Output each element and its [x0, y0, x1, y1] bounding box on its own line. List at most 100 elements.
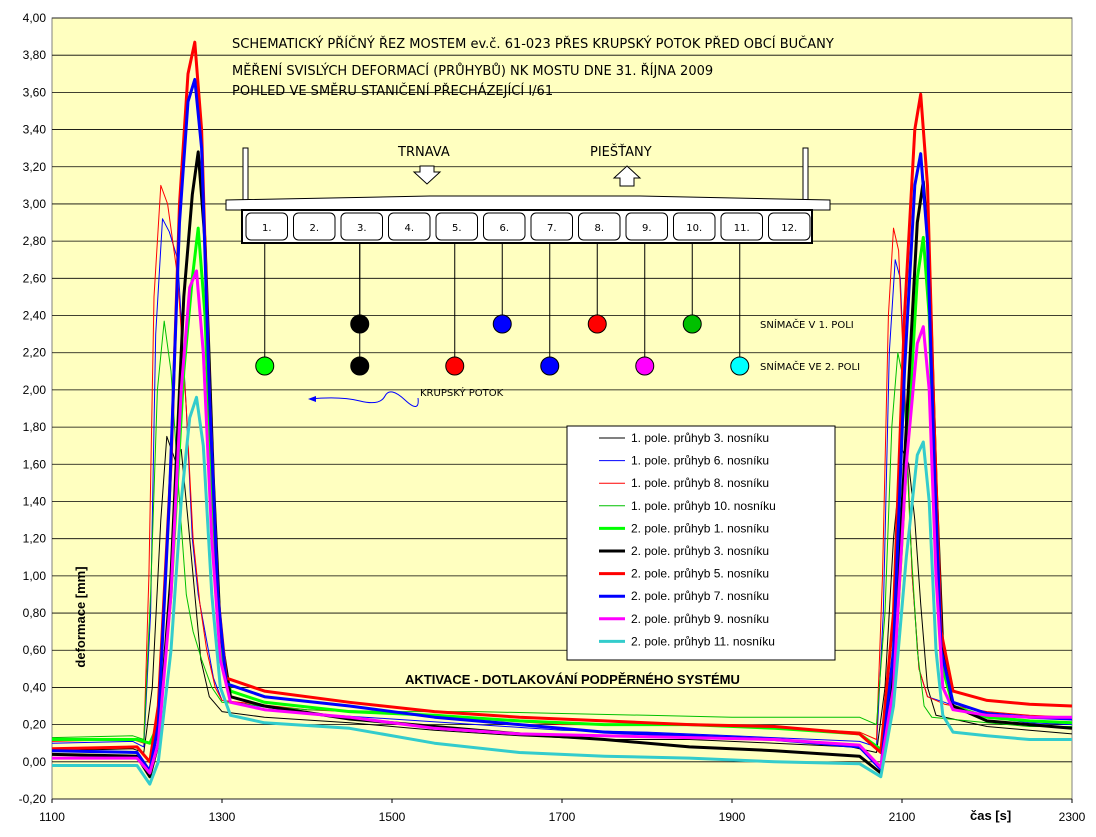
girder-label-6: 6. [499, 223, 509, 234]
legend-entry-4: 1. pole. průhyb 10. nosníku [631, 499, 776, 513]
y-tick-label: 0,60 [23, 643, 47, 657]
sensor-row1-6 [492, 314, 512, 334]
girder-label-3: 3. [357, 223, 367, 234]
y-tick-label: 3,40 [23, 123, 47, 137]
series-line-8 [51, 77, 1073, 773]
girder-11 [720, 212, 763, 241]
arrow-up-icon [612, 165, 642, 187]
sensors-row1-label: SNÍMAČE V 1. POLI [760, 318, 854, 331]
girder-2 [293, 212, 336, 241]
y-tick-label: 1,00 [23, 569, 47, 583]
girder-label-8: 8. [594, 223, 604, 234]
title-line-1: SCHEMATICKÝ PŘÍČNÝ ŘEZ MOSTEM ev.č. 61-0… [232, 36, 834, 52]
x-tick-label: 1900 [719, 810, 746, 824]
y-tick-label: 1,80 [23, 420, 47, 434]
sensor-row2-7 [540, 356, 560, 376]
x-tick-label: 1500 [379, 810, 406, 824]
legend-entry-3: 1. pole. průhyb 8. nosníku [631, 476, 769, 490]
title-line-2: MĚŘENÍ SVISLÝCH DEFORMACÍ (PRŮHYBŮ) NK M… [232, 63, 713, 79]
x-tick-label: 1700 [549, 810, 576, 824]
y-axis-label: deformace [mm] [73, 566, 88, 667]
y-tick-label: 0,40 [23, 680, 47, 694]
y-tick-label: 1,60 [23, 457, 47, 471]
arrow-down-icon [412, 165, 442, 185]
y-tick-label: 3,20 [23, 160, 47, 174]
stream-arrow-icon [308, 396, 316, 402]
girder-7 [530, 212, 573, 241]
x-tick-label: 1100 [39, 810, 65, 824]
x-axis-tick-labels: 1100 1300 1500 1700 1900 2100 2300 [39, 799, 1086, 824]
girder-label-4: 4. [404, 223, 414, 234]
stream-label: KRUPSKÝ POTOK [420, 386, 504, 399]
girder-label-7: 7. [547, 223, 557, 234]
sensor-row2-11 [730, 356, 750, 376]
sensor-row1-10 [682, 314, 702, 334]
sensor-row2-3 [350, 356, 370, 376]
girder-label-11: 11. [734, 223, 750, 234]
bridge-cross-section-diagram: 1. 2. 3. 4. 5. 6. 7. 8. 9. 10. 11. 12. TRNAVA PIEŠŤAN… [225, 144, 860, 407]
girder-4 [388, 212, 431, 241]
x-tick-label: 2300 [1059, 810, 1086, 824]
girder-band [241, 209, 813, 244]
y-tick-label: 2,00 [23, 383, 47, 397]
y-tick-label: -0,20 [19, 792, 47, 806]
sensors-row2-label: SNÍMAČE VE 2. POLI [760, 360, 860, 373]
girder-8 [578, 212, 621, 241]
legend-entry-9: 2. pole. průhyb 9. nosníku [631, 612, 769, 626]
sensor-row2-5 [445, 356, 465, 376]
y-tick-label: 3,00 [23, 197, 47, 211]
legend-entry-7: 2. pole. průhyb 5. nosníku [631, 567, 769, 581]
sensor-row2-9 [635, 356, 655, 376]
y-tick-label: 1,40 [23, 494, 47, 508]
series-line-10 [52, 395, 1072, 786]
girder-label-2: 2. [309, 223, 319, 234]
bridge-post-left [242, 147, 249, 201]
x-axis-label: čas [s] [970, 808, 1011, 823]
y-tick-label: 3,80 [23, 48, 47, 62]
stream-line [309, 391, 419, 407]
legend: 1. pole. průhyb 3. nosníku 1. pole. průhy… [566, 425, 836, 661]
y-tick-label: 2,40 [23, 309, 47, 323]
series-lines [51, 40, 1073, 786]
y-tick-label: 0,20 [23, 718, 47, 732]
sensor-row2-1 [255, 356, 275, 376]
x-tick-label: 1300 [209, 810, 236, 824]
legend-entry-2: 1. pole. průhyb 6. nosníku [631, 454, 769, 468]
girder-label-1: 1. [262, 223, 272, 234]
girder-label-12: 12. [781, 223, 797, 234]
bridge-post-right [802, 147, 809, 201]
girder-3 [340, 212, 383, 241]
x-tick-label: 2100 [889, 810, 916, 824]
legend-entry-8: 2. pole. průhyb 7. nosníku [631, 589, 769, 603]
girder-label-5: 5. [452, 223, 462, 234]
y-tick-label: 1,20 [23, 532, 47, 546]
sensor-row1-8 [587, 314, 607, 334]
series-line-4 [51, 320, 1072, 740]
y-tick-label: 2,80 [23, 234, 47, 248]
legend-entry-1: 1. pole. průhyb 3. nosníku [631, 431, 769, 445]
girder-12 [768, 212, 811, 241]
y-tick-label: 2,20 [23, 346, 47, 360]
y-tick-label: 4,00 [23, 11, 47, 25]
legend-entry-5: 2. pole. průhyb 1. nosníku [631, 521, 769, 535]
y-tick-label: 0,00 [23, 755, 47, 769]
girder-6 [483, 212, 526, 241]
girder-9 [625, 212, 668, 241]
y-tick-label: 2,60 [23, 271, 47, 285]
title-line-3: POHLED VE SMĚRU STANIČENÍ PŘECHÁZEJÍCÍ I… [232, 83, 553, 99]
girder-5 [435, 212, 478, 241]
bridge-deck [225, 195, 831, 211]
girder-10 [673, 212, 716, 241]
activation-annotation: AKTIVACE - DOTLAKOVÁNÍ PODPĚRNÉHO SYSTÉM… [405, 672, 740, 687]
direction-trnava: TRNAVA [397, 145, 450, 160]
legend-entry-10: 2. pole. průhyb 11. nosníku [631, 634, 775, 648]
y-tick-label: 0,80 [23, 606, 47, 620]
y-axis-tick-labels: -0,20 0,00 0,20 0,40 0,60 0,80 1,00 1,20 1,40 1,6… [19, 11, 47, 806]
direction-piestany: PIEŠŤANY [590, 144, 652, 160]
girder-label-10: 10. [686, 223, 702, 234]
legend-box [566, 425, 836, 661]
y-tick-label: 3,60 [23, 85, 47, 99]
girder-label-9: 9. [642, 223, 652, 234]
series-line-9 [52, 269, 1072, 775]
